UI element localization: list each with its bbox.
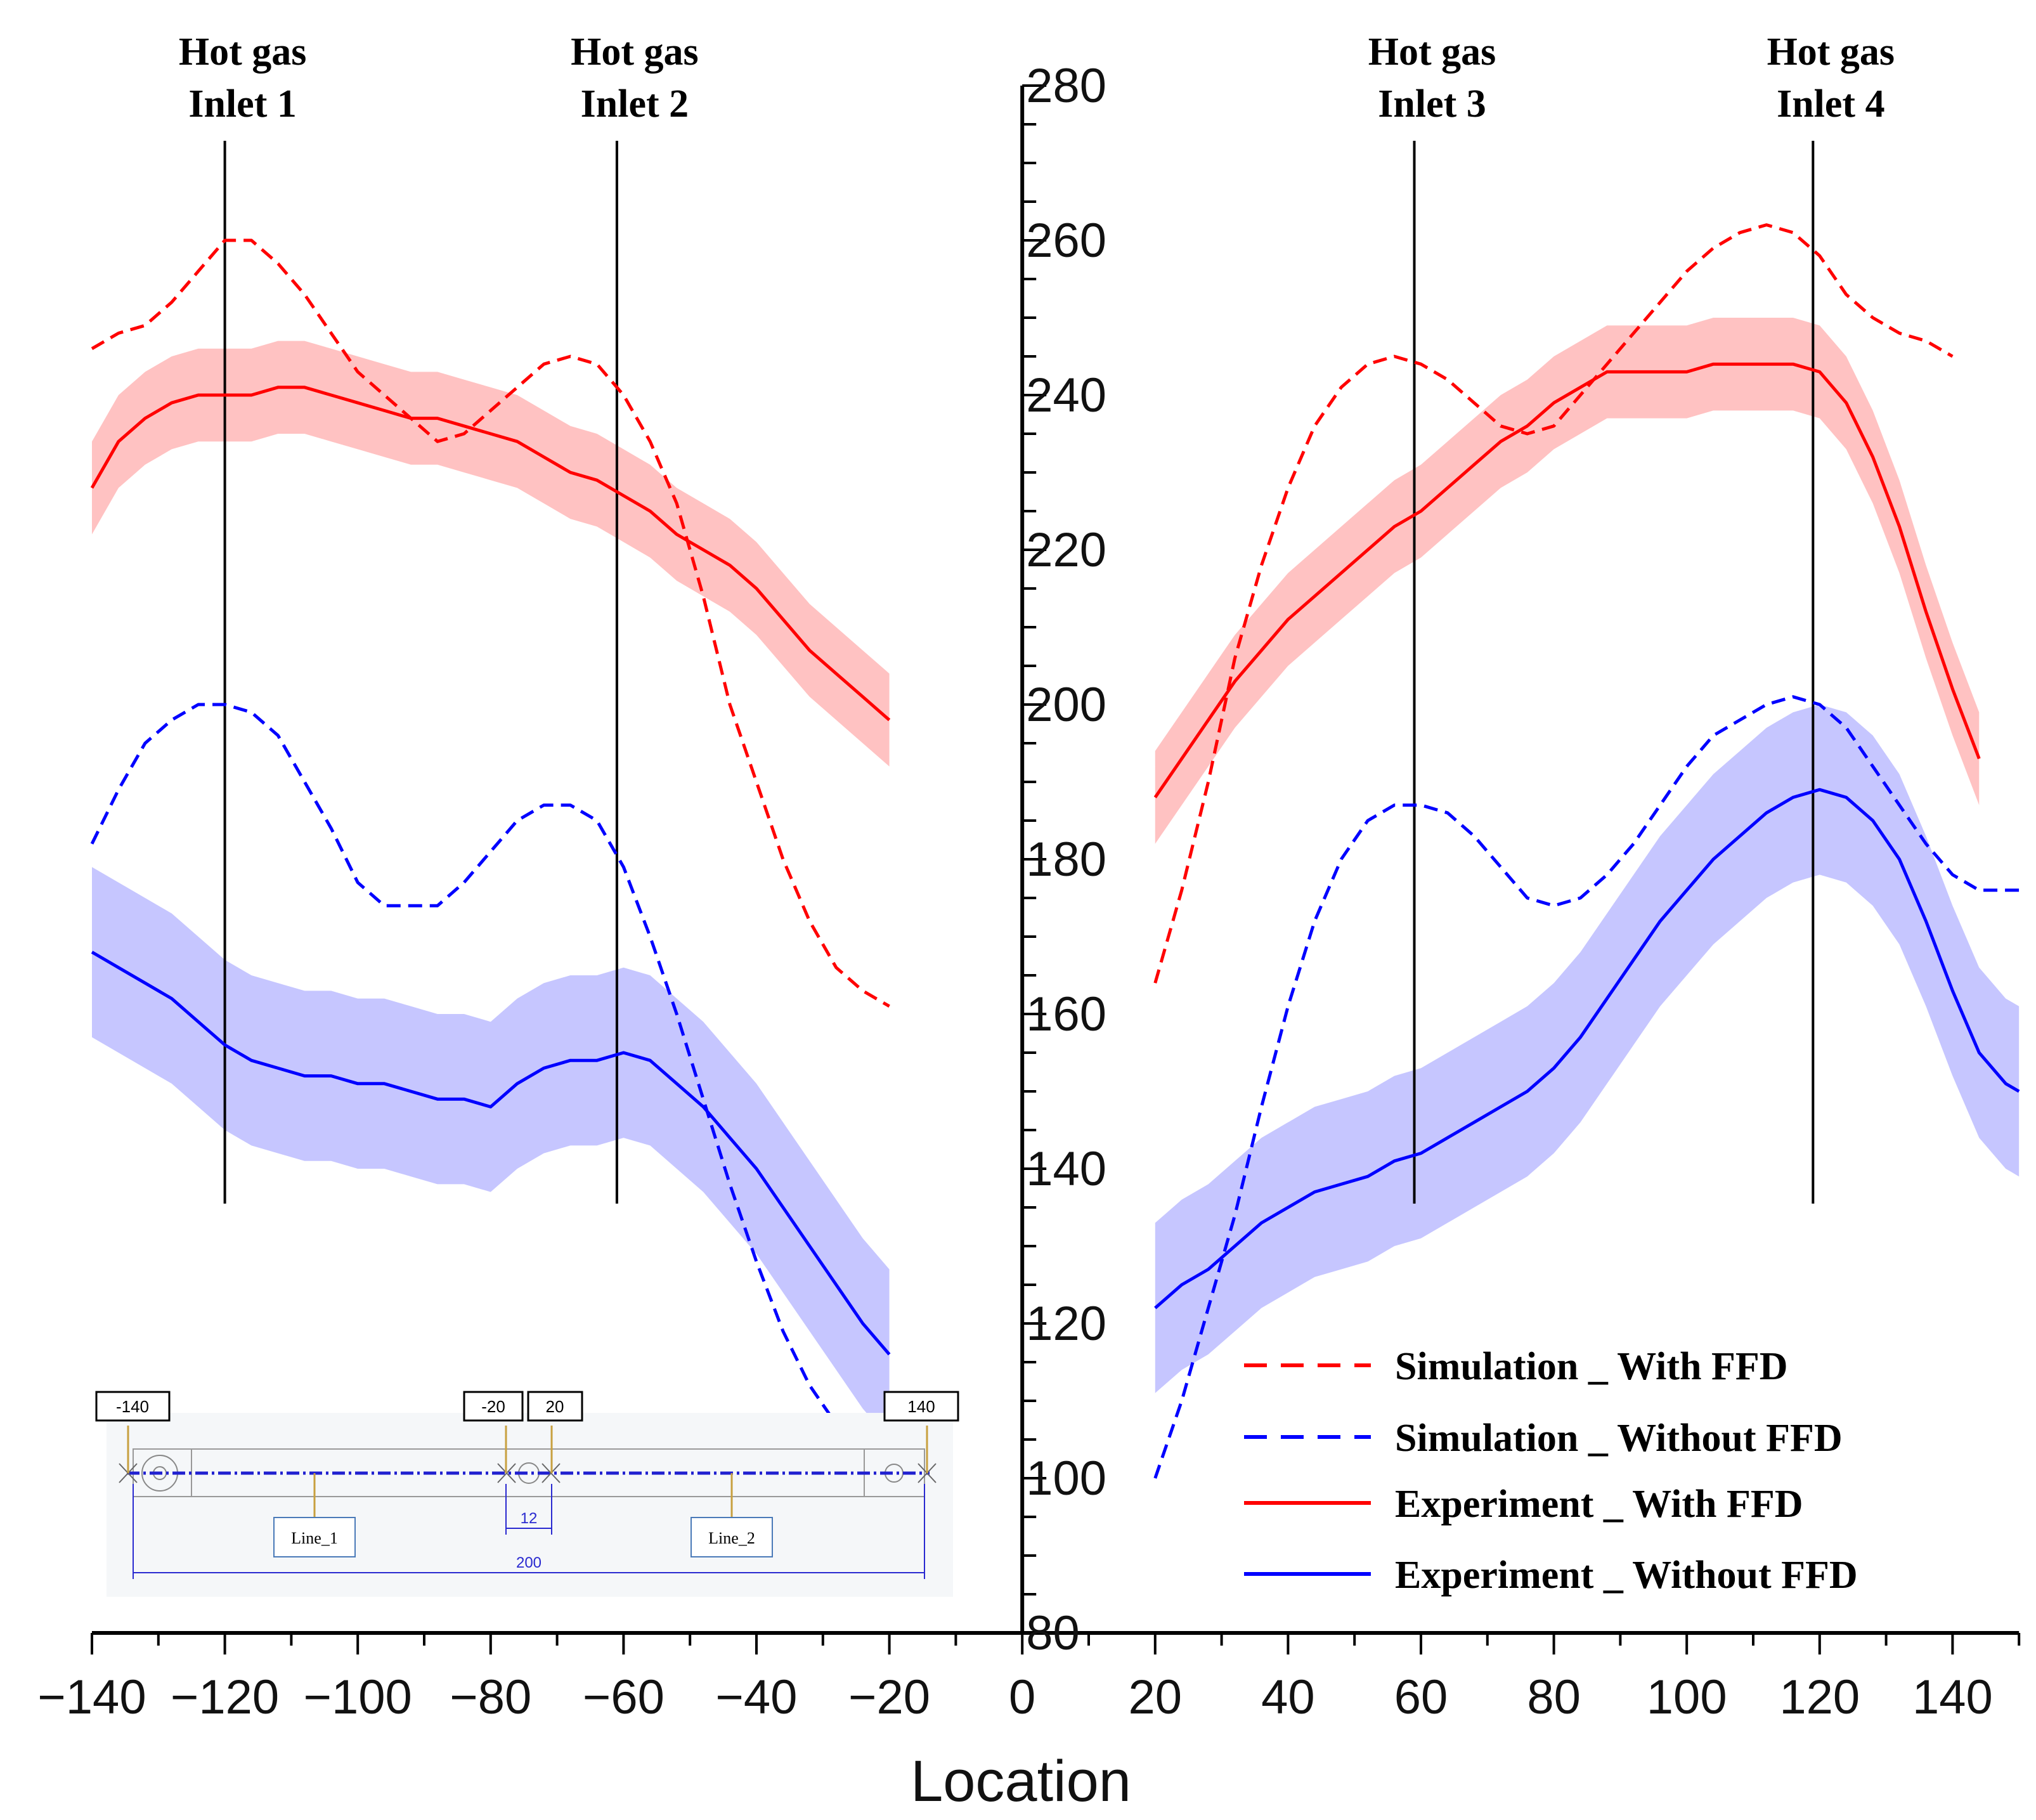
inset-schematic: -140 -20 20 140 Line_1 Line_2 12 200 [95,1391,959,1597]
band-experiment-with-ffd [92,341,890,767]
inset-label-140: 140 [907,1397,935,1416]
uncertainty-bands [92,318,2020,1440]
x-axis-title: Location [911,1749,1131,1814]
inset-line-2-label: Line_2 [708,1529,755,1547]
x-tick-label: 140 [1912,1670,1993,1724]
x-tick-label: −20 [848,1670,930,1724]
inlet-label-number: Inlet 4 [1777,82,1885,126]
series-experiment-without-ffd [91,951,891,1356]
inset-label-box [527,1391,583,1422]
y-tick-label: 100 [1026,1452,1106,1505]
legend: Simulation _ With FFD Simulation _ Witho… [1244,1345,1858,1597]
x-tick-label: −120 [171,1670,279,1724]
x-tick-label: −40 [716,1670,798,1724]
inset-background [107,1413,953,1597]
inset-line-1-label: Line_1 [291,1529,338,1547]
band-experiment-without-ffd [1155,705,2020,1393]
x-tick-label: −100 [304,1670,412,1724]
inlet-label-number: Inlet 2 [581,82,689,126]
axes: −140 −120 −100 −80 −60 −40 −20 0 20 40 60 80 100 120 1… [37,59,2021,1724]
x-tick-label: 120 [1779,1670,1860,1724]
x-tick-label: −140 [37,1670,146,1724]
inset-label-box [883,1391,959,1422]
y-tick-label: 200 [1026,678,1106,732]
inlet-label-number: Inlet 1 [188,82,297,126]
legend-label-experiment-with-ffd: Experiment _ With FFD [1395,1483,1803,1526]
x-tick-label: 60 [1394,1670,1448,1724]
inset-label-20: 20 [546,1397,564,1416]
inlet-label-hot-gas: Hot gas [1767,30,1895,74]
band-experiment-without-ffd [92,867,890,1440]
y-tick-label: 80 [1026,1606,1080,1660]
y-tick-label: 280 [1026,59,1106,113]
series-simulation-with-ffd [91,238,890,1008]
y-tick-label: 240 [1026,368,1106,422]
series-experiment-with-ffd [90,386,891,722]
y-tick-label: 120 [1026,1297,1106,1351]
inset-label-box [95,1391,171,1422]
y-tick-label: 140 [1026,1142,1106,1196]
inset-line-box [273,1517,356,1557]
inset-label-minus-140: -140 [116,1397,149,1416]
inset-line-box [691,1517,773,1557]
legend-label-simulation-without-ffd: Simulation _ Without FFD [1395,1417,1843,1460]
x-tick-label: 80 [1527,1670,1581,1724]
series-simulation-with-ffd [1153,223,1954,984]
legend-label-simulation-with-ffd: Simulation _ With FFD [1395,1345,1788,1388]
inset-dim-200: 200 [516,1554,541,1571]
y-tick-label: 160 [1026,987,1106,1041]
inlet-label-hot-gas: Hot gas [571,30,699,74]
y-tick-label: 180 [1026,833,1106,887]
x-tick-label: −80 [450,1670,531,1724]
inset-label-box [463,1391,524,1422]
series-experiment-with-ffd [1153,362,1981,798]
band-experiment-with-ffd [1155,318,1980,844]
x-tick-label: 100 [1647,1670,1727,1724]
x-tick-label: −60 [583,1670,665,1724]
inlet-label-hot-gas: Hot gas [1368,30,1496,74]
legend-label-experiment-without-ffd: Experiment _ Without FFD [1395,1554,1858,1597]
inset-label-minus-20: -20 [481,1397,505,1416]
series-experiment-without-ffd [1154,788,2020,1310]
x-tick-label: 0 [1009,1670,1035,1724]
y-tick-label: 220 [1026,523,1106,577]
inlet-label-hot-gas: Hot gas [179,30,307,74]
inlet-markers: Hot gas Inlet 1 Hot gas Inlet 2 Hot gas Inlet… [179,30,1895,1204]
x-tick-label: 40 [1261,1670,1315,1724]
data-series [90,223,2020,1479]
y-tick-label: 260 [1026,214,1106,268]
inset-dim-12: 12 [521,1510,538,1527]
series-simulation-without-ffd [90,703,890,1464]
series-simulation-without-ffd [1153,695,2020,1479]
x-tick-label: 20 [1129,1670,1183,1724]
inlet-label-number: Inlet 3 [1378,82,1486,126]
